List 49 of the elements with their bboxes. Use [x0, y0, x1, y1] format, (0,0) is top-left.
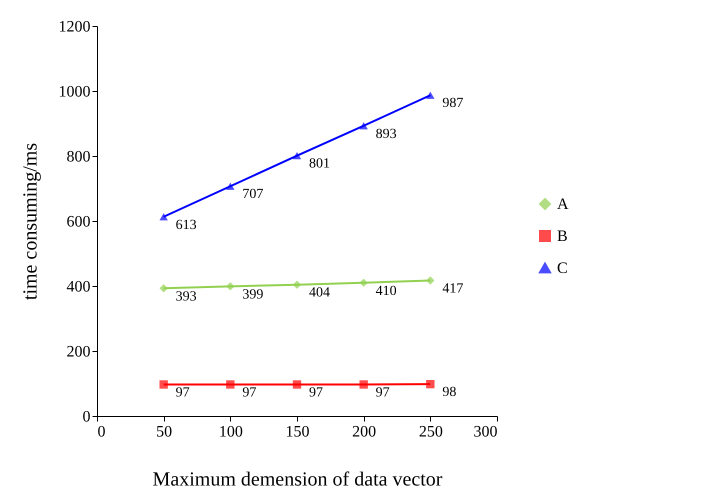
point: [226, 380, 235, 389]
point: [226, 182, 235, 190]
y-tick-label: 200: [66, 344, 90, 360]
legend-label: C: [557, 260, 568, 277]
point: [359, 122, 368, 130]
data-label: 393: [176, 289, 197, 304]
y-tick-label: 0: [82, 408, 90, 426]
legend-label: B: [557, 228, 568, 245]
y-tick-label: 1200: [58, 18, 90, 36]
point: [159, 380, 168, 389]
data-label: 987: [442, 96, 464, 112]
y-axis-title: time consuming/ms: [20, 142, 42, 300]
point: [226, 282, 235, 291]
y-tick-label: 1000: [58, 84, 90, 100]
data-label: 801: [309, 156, 330, 172]
legend-label: A: [557, 196, 569, 213]
y-tick-label: 400: [66, 278, 90, 296]
x-tick-label: 200: [352, 424, 376, 440]
point: [426, 92, 435, 99]
point: [292, 380, 302, 389]
data-label: 707: [242, 187, 264, 202]
y-tick-label: 600: [66, 214, 90, 230]
data-label: 98: [442, 385, 456, 400]
point: [292, 280, 302, 289]
data-label: 410: [376, 284, 397, 299]
x-tick-label: 0: [98, 424, 106, 440]
data-label: 97: [176, 385, 190, 400]
data-label: 417: [442, 281, 464, 296]
point: [159, 284, 168, 292]
x-tick-label: 100: [218, 424, 243, 440]
point: [159, 213, 168, 220]
point: [359, 380, 368, 389]
point: [426, 380, 435, 388]
data-label: 613: [176, 218, 197, 233]
x-tick-label: 300: [474, 424, 498, 440]
data-label: 97: [309, 385, 323, 400]
data-label: 97: [242, 385, 256, 400]
point: [426, 276, 435, 285]
data-label: 893: [376, 126, 397, 142]
data-label: 97: [376, 385, 390, 400]
data-label: 399: [242, 287, 264, 302]
x-tick-label: 150: [286, 424, 310, 440]
point: [292, 152, 302, 160]
point: [359, 278, 368, 287]
y-tick-label: 800: [66, 148, 90, 166]
x-tick-label: 250: [418, 424, 443, 440]
data-label: 404: [309, 286, 330, 301]
x-axis-title: Maximum demension of data vector: [152, 468, 443, 490]
x-tick-label: 50: [156, 424, 172, 440]
